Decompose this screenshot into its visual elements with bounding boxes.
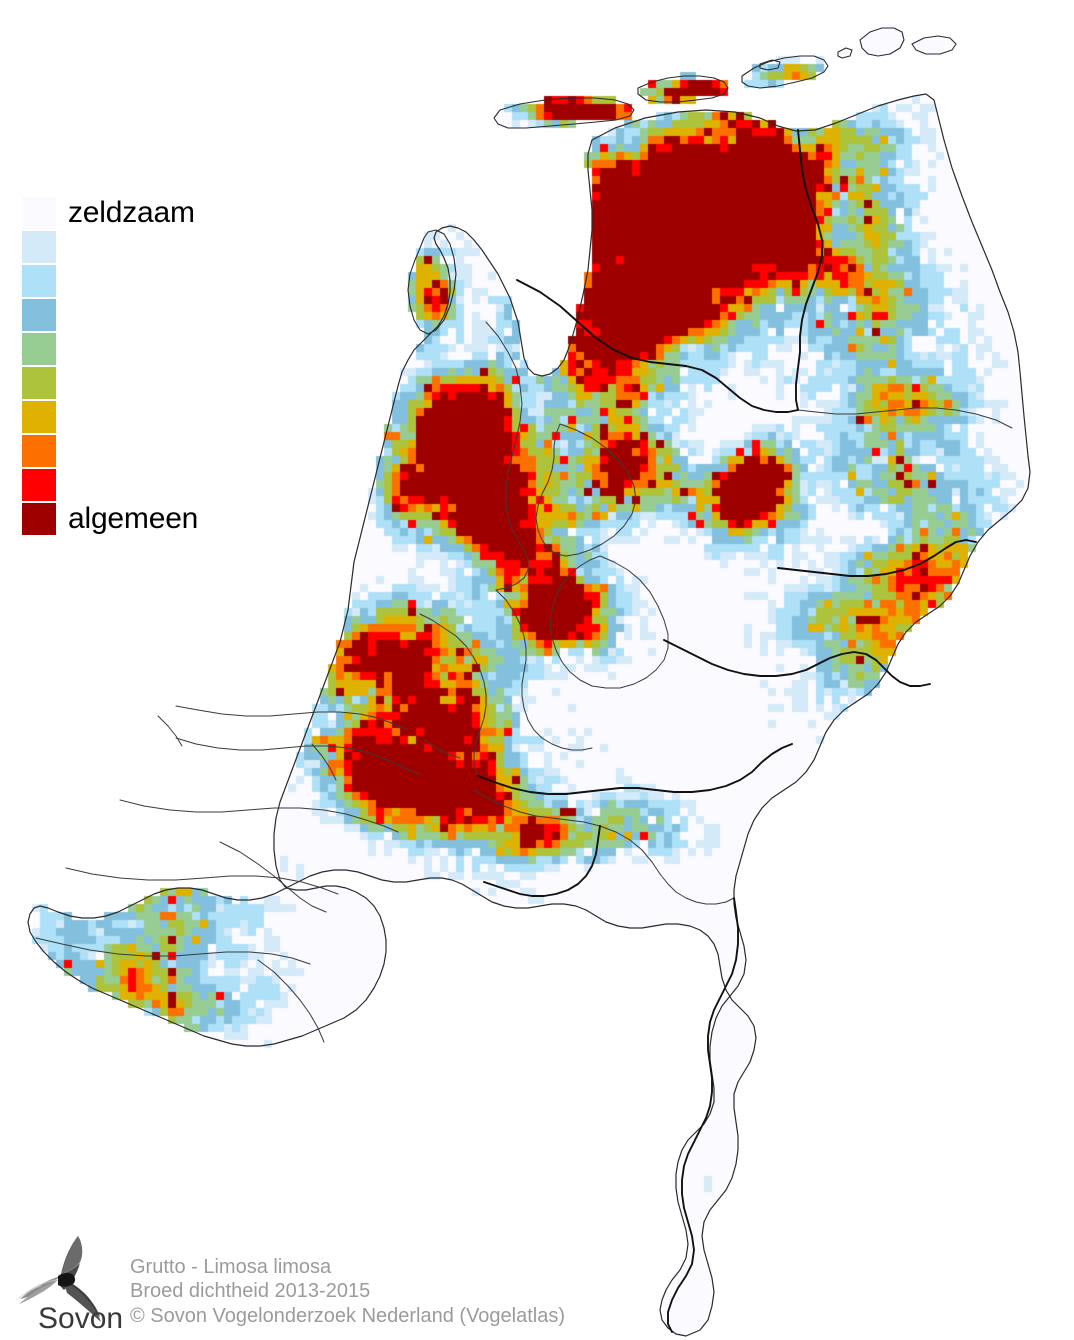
density-legend: zeldzaam algemeen: [22, 196, 252, 536]
legend-swatch-4: [22, 299, 56, 331]
legend-swatch-10: [22, 503, 56, 535]
legend-row: [22, 434, 252, 468]
legend-label-rare: zeldzaam: [68, 196, 195, 229]
legend-row: [22, 366, 252, 400]
caption-copyright: © Sovon Vogelonderzoek Nederland (Vogela…: [130, 1304, 566, 1327]
legend-row: [22, 230, 252, 264]
legend-swatch-7: [22, 401, 56, 433]
figure-footer: Sovon Grutto - Limosa limosa Broed dicht…: [0, 1228, 1074, 1340]
sovon-logo: Sovon: [18, 1236, 123, 1334]
legend-row: [22, 264, 252, 298]
caption-species: Grutto - Limosa limosa: [130, 1255, 332, 1278]
legend-swatch-5: [22, 333, 56, 365]
legend-swatch-9: [22, 469, 56, 501]
legend-row: [22, 400, 252, 434]
legend-swatch-3: [22, 265, 56, 297]
legend-row: [22, 298, 252, 332]
legend-swatch-1: [22, 197, 56, 229]
legend-row: [22, 468, 252, 502]
swallow-icon: [18, 1236, 101, 1322]
legend-swatch-6: [22, 367, 56, 399]
footer-caption: Grutto - Limosa limosa Broed dichtheid 2…: [130, 1255, 565, 1329]
legend-label-common: algemeen: [68, 502, 199, 535]
legend-swatch-2: [22, 231, 56, 263]
sovon-wordmark: Sovon: [38, 1302, 123, 1334]
legend-row: [22, 332, 252, 366]
legend-row: zeldzaam: [22, 196, 252, 230]
legend-row: algemeen: [22, 502, 252, 536]
legend-swatch-8: [22, 435, 56, 467]
caption-metric: Broed dichtheid 2013-2015: [130, 1280, 371, 1302]
